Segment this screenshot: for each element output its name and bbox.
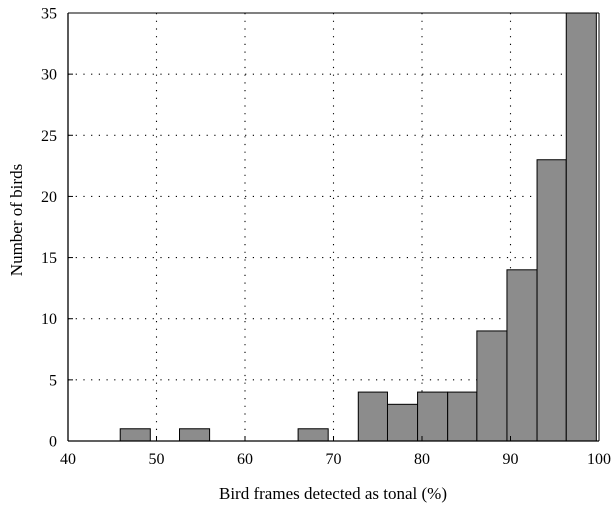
x-tick-label: 90: [503, 451, 519, 468]
y-tick-label: 30: [41, 67, 57, 84]
x-tick-label: 50: [149, 451, 165, 468]
histogram-bar: [297, 428, 329, 442]
y-tick-label: 35: [41, 6, 57, 23]
x-axis-label: Bird frames detected as tonal (%): [219, 484, 447, 503]
histogram-bar: [565, 12, 597, 442]
y-tick-label: 10: [41, 311, 57, 328]
x-tick-label: 70: [326, 451, 342, 468]
histogram-bar: [536, 159, 567, 442]
x-tick-label: 60: [237, 451, 253, 468]
histogram-bar: [417, 391, 449, 442]
histogram-bar: [506, 269, 538, 442]
histogram-bar: [447, 391, 478, 442]
y-tick-label: 0: [49, 434, 57, 451]
y-tick-label: 15: [41, 250, 57, 267]
histogram-bar: [119, 428, 151, 442]
x-tick-label: 100: [587, 451, 611, 468]
x-tick-label: 40: [60, 451, 76, 468]
y-axis-label: Number of birds: [7, 164, 26, 276]
tick-labels: 40 50 60 70 80 90 100 0 5 10 15 20 25 30 35: [41, 6, 611, 469]
y-tick-label: 5: [49, 372, 57, 389]
y-tick-label: 25: [41, 128, 57, 145]
histogram-bar: [476, 330, 508, 442]
histogram-bars: [119, 12, 597, 442]
x-tick-label: 80: [414, 451, 430, 468]
histogram-bar: [357, 391, 388, 442]
y-tick-label: 20: [41, 189, 57, 206]
histogram-bar: [179, 428, 211, 442]
histogram-bar: [386, 403, 419, 442]
axes: [67, 12, 600, 442]
